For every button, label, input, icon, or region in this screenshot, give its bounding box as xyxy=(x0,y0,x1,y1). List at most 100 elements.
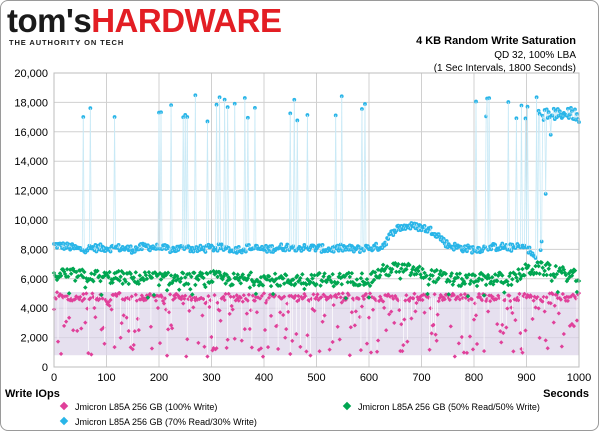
point-100-write xyxy=(422,310,427,315)
point-100-write xyxy=(402,317,407,322)
point-100-write xyxy=(236,298,241,303)
point-100-write xyxy=(134,298,139,303)
x-tick-label: 900 xyxy=(517,372,535,384)
point-50-write xyxy=(137,273,143,278)
point-50-write xyxy=(346,270,352,276)
y-tick-label: 18,000 xyxy=(14,97,48,109)
point-50-write xyxy=(517,271,522,276)
point-100-write xyxy=(542,309,547,314)
point-50-write xyxy=(126,281,131,287)
point-100-write xyxy=(363,291,369,297)
point-50-write xyxy=(546,266,551,272)
legend-item-30-write: Jmicron L85A 256 GB (70% Read/30% Write) xyxy=(59,416,257,427)
point-100-write xyxy=(202,344,207,349)
point-50-write xyxy=(393,269,399,275)
point-50-write xyxy=(384,264,390,269)
point-100-write xyxy=(153,298,159,303)
point-50-write xyxy=(175,276,181,282)
point-100-write xyxy=(180,294,185,299)
point-50-write xyxy=(514,275,519,280)
point-50-write xyxy=(436,275,441,281)
point-100-write xyxy=(353,309,358,314)
site-logo: tom'sHARDWARE xyxy=(7,3,282,39)
point-50-write xyxy=(182,275,188,280)
point-70-read xyxy=(215,248,220,253)
legend-label-100-write: Jmicron L85A 256 GB (100% Write) xyxy=(75,402,218,412)
series-70-read-line xyxy=(545,109,548,194)
point-50-write xyxy=(266,274,272,279)
y-tick-label: 4,000 xyxy=(20,303,48,315)
x-tick-label: 1000 xyxy=(567,372,591,384)
point-100-write xyxy=(315,292,320,297)
point-50-write xyxy=(318,283,323,288)
point-50-write xyxy=(337,271,342,276)
point-50-write xyxy=(377,273,383,278)
series-70-read-line xyxy=(289,113,292,248)
point-100-write xyxy=(234,293,239,298)
point-50-write xyxy=(364,277,370,282)
point-50-write xyxy=(506,282,511,288)
point-50-write xyxy=(434,267,439,273)
point-100-write xyxy=(403,298,408,303)
point-50-write xyxy=(365,280,371,286)
point-100-write xyxy=(262,327,268,333)
point-50-write xyxy=(399,266,404,271)
legend-item-100-write: Jmicron L85A 256 GB (100% Write) xyxy=(59,401,218,412)
series-70-read-line xyxy=(296,120,299,249)
point-100-write xyxy=(352,323,357,328)
point-100-write xyxy=(571,324,577,329)
point-100-write xyxy=(242,327,247,332)
point-50-write xyxy=(253,291,259,297)
chart-title: 4 KB Random Write Saturation xyxy=(416,35,576,47)
legend-marker-green xyxy=(342,401,352,411)
point-100-write xyxy=(346,292,351,298)
point-50-write xyxy=(547,262,552,268)
point-50-write xyxy=(345,280,351,285)
point-50-write xyxy=(312,273,317,278)
point-100-write xyxy=(349,310,354,315)
point-100-write xyxy=(559,344,564,349)
point-50-write xyxy=(295,273,300,279)
point-50-write xyxy=(422,270,427,276)
point-70-read xyxy=(451,247,456,252)
point-100-write xyxy=(214,346,219,351)
point-100-write xyxy=(522,291,527,297)
point-50-write xyxy=(541,272,546,278)
point-100-write xyxy=(558,297,563,302)
point-100-write xyxy=(230,307,235,312)
point-50-write xyxy=(386,273,392,278)
point-50-write xyxy=(450,282,456,287)
point-50-write xyxy=(533,263,538,269)
y-tick-label: 8,000 xyxy=(20,244,48,256)
point-70-read xyxy=(539,239,544,244)
point-100-write xyxy=(361,296,367,302)
series-70-read-line xyxy=(516,118,518,245)
point-100-write xyxy=(229,303,234,309)
point-70-read xyxy=(534,95,539,100)
point-50-write xyxy=(424,273,429,278)
chart-subtitle-2: (1 Sec Intervals, 1800 Seconds) xyxy=(433,63,576,74)
point-50-write xyxy=(540,265,545,271)
point-50-write xyxy=(310,276,315,281)
point-100-write xyxy=(311,292,316,297)
point-50-write xyxy=(247,285,253,290)
series-70-read-line xyxy=(484,116,487,247)
point-100-write xyxy=(561,331,566,337)
point-100-write xyxy=(486,309,491,314)
point-100-write xyxy=(247,326,252,332)
point-70-read xyxy=(510,242,515,247)
point-100-write xyxy=(250,293,256,298)
point-100-write xyxy=(164,353,170,358)
point-50-write xyxy=(500,273,505,278)
point-50-write xyxy=(574,289,580,295)
point-50-write xyxy=(553,263,559,269)
point-50-write xyxy=(417,264,422,269)
point-100-write xyxy=(479,298,485,303)
point-50-write xyxy=(190,292,195,297)
point-50-write xyxy=(414,271,419,277)
point-100-write xyxy=(241,293,246,298)
point-100-write xyxy=(384,328,389,333)
series-70-read-line xyxy=(488,98,491,247)
point-100-write xyxy=(464,350,470,356)
